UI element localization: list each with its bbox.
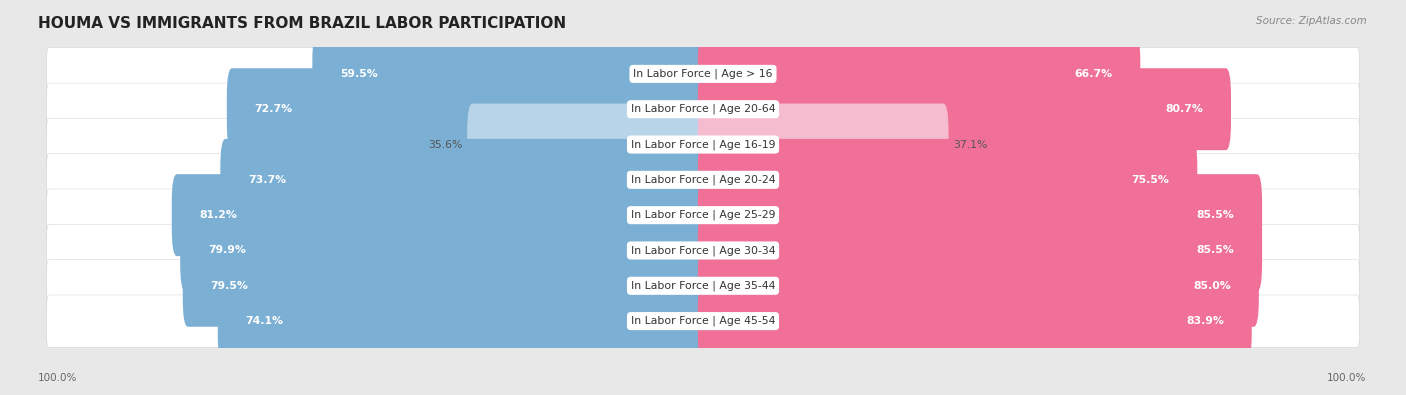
Text: 100.0%: 100.0% (38, 373, 77, 383)
Text: HOUMA VS IMMIGRANTS FROM BRAZIL LABOR PARTICIPATION: HOUMA VS IMMIGRANTS FROM BRAZIL LABOR PA… (38, 16, 567, 31)
Text: 74.1%: 74.1% (246, 316, 284, 326)
Text: 85.5%: 85.5% (1197, 210, 1234, 220)
Text: 73.7%: 73.7% (249, 175, 287, 185)
Text: 66.7%: 66.7% (1074, 69, 1112, 79)
FancyBboxPatch shape (46, 260, 1360, 312)
Text: 75.5%: 75.5% (1132, 175, 1170, 185)
Text: In Labor Force | Age 30-34: In Labor Force | Age 30-34 (631, 245, 775, 256)
FancyBboxPatch shape (697, 139, 1198, 221)
Text: 80.7%: 80.7% (1166, 104, 1204, 114)
FancyBboxPatch shape (172, 174, 709, 256)
FancyBboxPatch shape (697, 103, 949, 186)
Text: In Labor Force | Age 25-29: In Labor Force | Age 25-29 (631, 210, 775, 220)
Text: 85.0%: 85.0% (1194, 281, 1232, 291)
Text: 100.0%: 100.0% (1327, 373, 1367, 383)
FancyBboxPatch shape (46, 224, 1360, 276)
Text: 79.5%: 79.5% (211, 281, 249, 291)
FancyBboxPatch shape (697, 33, 1140, 115)
FancyBboxPatch shape (697, 68, 1232, 150)
FancyBboxPatch shape (183, 245, 709, 327)
FancyBboxPatch shape (218, 280, 709, 362)
FancyBboxPatch shape (46, 83, 1360, 135)
Text: Source: ZipAtlas.com: Source: ZipAtlas.com (1256, 16, 1367, 26)
Text: 85.5%: 85.5% (1197, 245, 1234, 256)
FancyBboxPatch shape (312, 33, 709, 115)
Text: In Labor Force | Age 45-54: In Labor Force | Age 45-54 (631, 316, 775, 326)
FancyBboxPatch shape (226, 68, 709, 150)
Text: 81.2%: 81.2% (200, 210, 238, 220)
FancyBboxPatch shape (46, 189, 1360, 241)
FancyBboxPatch shape (46, 154, 1360, 206)
FancyBboxPatch shape (697, 280, 1251, 362)
FancyBboxPatch shape (697, 174, 1263, 256)
FancyBboxPatch shape (180, 209, 709, 292)
Text: In Labor Force | Age 20-24: In Labor Force | Age 20-24 (631, 175, 775, 185)
FancyBboxPatch shape (46, 295, 1360, 347)
Text: 37.1%: 37.1% (953, 139, 987, 150)
Text: In Labor Force | Age 20-64: In Labor Force | Age 20-64 (631, 104, 775, 115)
Text: 59.5%: 59.5% (340, 69, 378, 79)
FancyBboxPatch shape (467, 103, 709, 186)
FancyBboxPatch shape (46, 48, 1360, 100)
FancyBboxPatch shape (46, 118, 1360, 171)
Text: 79.9%: 79.9% (208, 245, 246, 256)
FancyBboxPatch shape (221, 139, 709, 221)
FancyBboxPatch shape (697, 209, 1263, 292)
Text: In Labor Force | Age > 16: In Labor Force | Age > 16 (633, 69, 773, 79)
Text: In Labor Force | Age 16-19: In Labor Force | Age 16-19 (631, 139, 775, 150)
FancyBboxPatch shape (697, 245, 1258, 327)
Text: 72.7%: 72.7% (254, 104, 292, 114)
Text: 83.9%: 83.9% (1187, 316, 1223, 326)
Text: 35.6%: 35.6% (429, 139, 463, 150)
Text: In Labor Force | Age 35-44: In Labor Force | Age 35-44 (631, 280, 775, 291)
